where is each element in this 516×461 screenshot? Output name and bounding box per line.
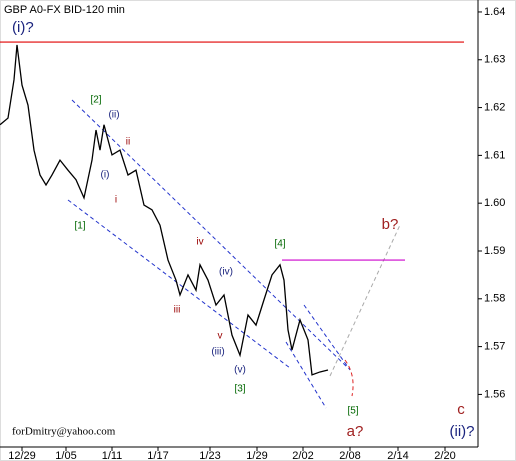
price-line [0,44,329,376]
y-tick-label: 1.59 [484,245,505,257]
x-tick-label: 2/08 [339,450,360,461]
y-tick-label: 1.63 [484,54,505,66]
y-tick-label: 1.61 [484,149,505,161]
wave-label: ii [126,137,130,148]
y-tick-label: 1.62 [484,101,505,113]
y-tick-label: 1.58 [484,293,505,305]
wave-label: b? [382,216,399,233]
wave-label: c [457,401,465,418]
channel-upper [71,99,349,369]
wave-label: [3] [234,384,245,395]
wave-label: iii [174,305,181,316]
y-tick-label: 1.60 [484,197,505,209]
channel-lines [67,99,401,409]
x-tick-label: 12/29 [8,450,36,461]
wave-label: (ii)? [450,423,475,440]
x-tick-label: 1/29 [246,450,267,461]
wave-label: v [218,331,223,342]
x-tick-label: 2/02 [292,450,313,461]
footer: forDmitry@yahoo.com [12,426,116,438]
wave-label: i [115,195,117,206]
wave-label: [4] [274,239,285,250]
y-tick-label: 1.57 [484,341,505,353]
x-tick-label: 1/23 [199,450,220,461]
y-tick-label: 1.64 [484,6,505,18]
channel-upper-2 [303,304,351,371]
wave-label: (v) [234,365,246,376]
wave-label: (iii) [211,347,224,358]
x-tick-label: 2/20 [434,450,455,461]
y-tick-label: 1.56 [484,388,505,400]
wave-label: [2] [90,95,101,106]
wave-label: iv [196,237,203,248]
wave-label: (i) [101,170,110,181]
channel-lower-2 [285,341,327,409]
wave-label: (i)? [12,19,34,36]
wave-label: a? [347,423,364,440]
x-tick-label: 2/14 [387,450,408,461]
channel-lower [67,199,291,369]
wave-label: (iv) [219,267,233,278]
wave-label: [5] [347,406,358,417]
projection-a [344,359,354,397]
wave-label: [1] [74,221,85,232]
chart-title: GBP A0-FX BID-120 min [4,4,125,16]
x-tick-label: 1/11 [102,450,123,461]
wave-label: (ii) [108,110,119,121]
x-tick-label: 1/17 [147,450,168,461]
x-tick-label: 1/05 [55,450,76,461]
